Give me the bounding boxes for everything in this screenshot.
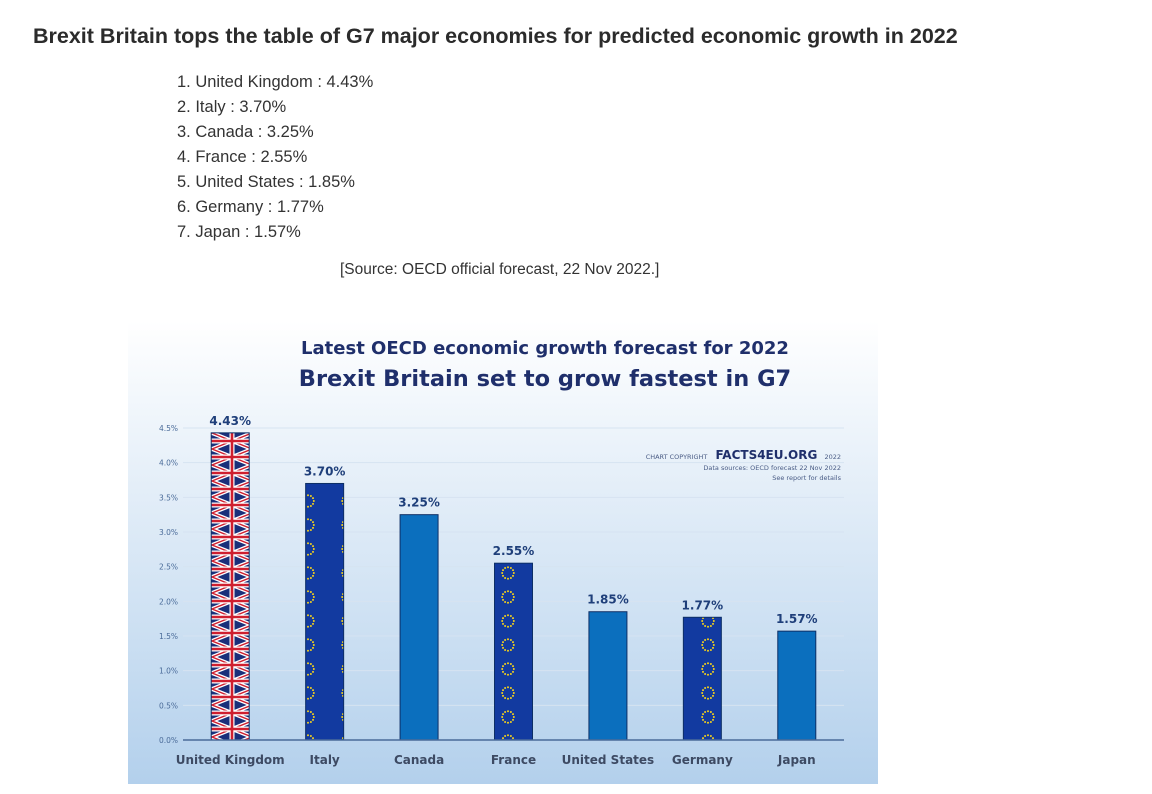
x-axis-ticks: United Kingdom Italy Canada France United St… [176, 753, 816, 767]
y-axis-ticks: 0.0% 0.5% 1.0% 1.5% 2.0% 2.5% 3.0% 3.5% 4.0% 4.5% [159, 424, 178, 745]
ranking-item-2: 2. Italy : 3.70% [177, 98, 287, 116]
y-tick-label: 2.5% [159, 563, 178, 572]
value-label: 3.25% [398, 496, 440, 510]
y-tick-label: 1.5% [159, 632, 178, 641]
value-label: 1.57% [776, 612, 818, 626]
y-tick-label: 3.0% [159, 528, 178, 537]
copyright-brand: FACTS4EU.ORG [715, 448, 817, 462]
ranking-item-6: 6. Germany : 1.77% [177, 198, 324, 216]
chart-image: Latest OECD economic growth forecast for… [128, 321, 878, 784]
value-label: 1.77% [682, 598, 724, 612]
value-label: 4.43% [209, 414, 251, 428]
y-tick-label: 0.5% [159, 701, 178, 710]
rankings-list: 1. United Kingdom : 4.43% 2. Italy : 3.7… [177, 70, 373, 245]
y-tick-label: 3.5% [159, 493, 178, 502]
chart-title: Latest OECD economic growth forecast for… [301, 338, 789, 359]
x-tick-label: Germany [672, 753, 733, 767]
value-labels: 4.43% 3.70% 3.25% 2.55% 1.85% 1.77% 1.57% [209, 414, 817, 626]
ranking-item-7: 7. Japan : 1.57% [177, 223, 301, 241]
value-label: 2.55% [493, 544, 535, 558]
y-tick-label: 0.0% [159, 736, 178, 745]
bars [210, 432, 817, 741]
x-tick-label: Italy [310, 753, 340, 767]
x-tick-label: France [491, 753, 536, 767]
page-heading: Brexit Britain tops the table of G7 majo… [33, 24, 958, 48]
bar-france [494, 562, 533, 741]
ranking-item-3: 3. Canada : 3.25% [177, 123, 314, 141]
growth-chart: Latest OECD economic growth forecast for… [128, 321, 878, 784]
x-tick-label: Japan [777, 753, 816, 767]
bar-germany [682, 616, 722, 741]
copyright-prefix: CHART COPYRIGHT [646, 453, 708, 461]
y-tick-label: 1.0% [159, 667, 178, 676]
chart-subtitle: Brexit Britain set to grow fastest in G7 [299, 366, 791, 392]
y-tick-label: 2.0% [159, 597, 178, 606]
svg-text:CHART COPYRIGHT FACTS4: CHART COPYRIGHT FACTS4EU.ORG 2022 [646, 444, 841, 463]
y-tick-label: 4.0% [159, 459, 178, 468]
x-tick-label: Canada [394, 753, 444, 767]
bar-united-states [588, 611, 628, 741]
ranking-item-1: 1. United Kingdom : 4.43% [177, 73, 374, 91]
source-note: [Source: OECD official forecast, 22 Nov … [340, 261, 660, 278]
ranking-item-5: 5. United States : 1.85% [177, 173, 355, 191]
copyright-see-report: See report for details [772, 474, 841, 482]
bar-italy [305, 482, 345, 741]
chart-copyright: CHART COPYRIGHT FACTS4EU.ORG 2022 Data s… [646, 444, 842, 482]
bar-canada [399, 514, 439, 741]
value-label: 1.85% [587, 593, 629, 607]
bar-japan [777, 630, 817, 741]
y-tick-label: 4.5% [159, 424, 178, 433]
value-label: 3.70% [304, 464, 346, 478]
ranking-item-4: 4. France : 2.55% [177, 148, 308, 166]
copyright-year: 2022 [824, 453, 841, 461]
x-tick-label: United Kingdom [176, 753, 285, 767]
bar-united-kingdom [210, 432, 250, 741]
x-tick-label: United States [562, 753, 655, 767]
copyright-data-source: Data sources: OECD forecast 22 Nov 2022 [703, 464, 841, 472]
